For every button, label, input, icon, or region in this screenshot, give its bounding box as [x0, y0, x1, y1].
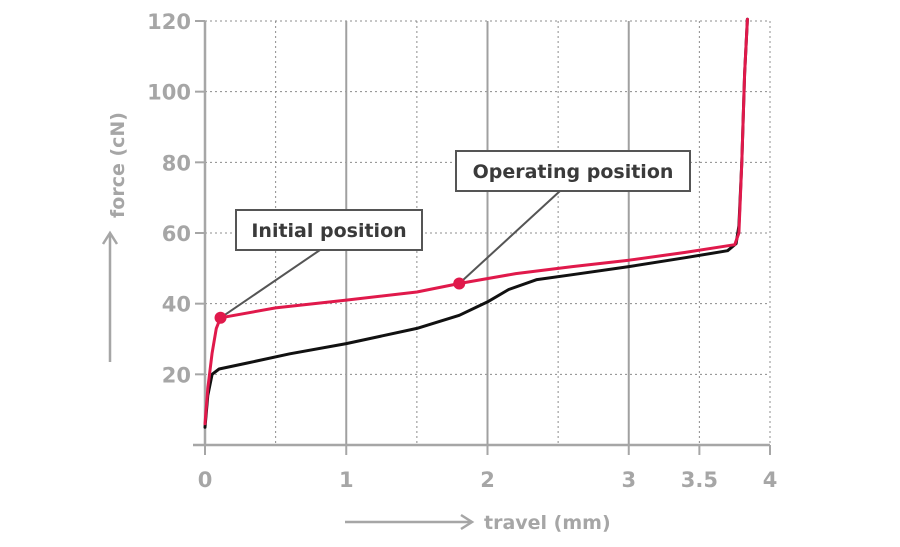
y-axis-title: force (cN) — [107, 112, 129, 218]
series-group — [203, 17, 749, 429]
x-tick-label: 3.5 — [681, 468, 718, 492]
callout-box — [235, 209, 423, 251]
y-tick-label: 60 — [162, 222, 191, 246]
x-tick-label: 4 — [763, 468, 778, 492]
axes: 20 40 60 80 100 120 0 1 2 3 3.5 4 — [147, 10, 777, 492]
y-tick-label: 80 — [162, 151, 191, 175]
y-tick-label: 100 — [147, 81, 191, 105]
y-tick-label: 120 — [147, 10, 191, 34]
callout-leader-line — [219, 249, 321, 319]
callout-label: Initial position — [251, 220, 406, 242]
x-tick-label: 1 — [339, 468, 354, 492]
x-axis-title: travel (mm) — [484, 512, 611, 534]
y-axis-title-group: force (cN) — [107, 112, 129, 218]
series-line — [203, 17, 749, 426]
x-tick-label: 0 — [198, 468, 213, 492]
callout-leader-line — [458, 190, 561, 285]
annotations: Initial position Operating position — [214, 150, 691, 324]
x-tick-label: 3 — [621, 468, 636, 492]
x-tick-label: 2 — [480, 468, 495, 492]
callout-label: Operating position — [473, 161, 674, 183]
annotation-point — [214, 311, 227, 324]
y-tick-label: 40 — [162, 293, 191, 317]
y-tick-label: 20 — [162, 363, 191, 387]
callout-box — [455, 150, 691, 192]
y-axis-arrow-icon — [101, 230, 119, 362]
x-axis-arrow-icon — [345, 513, 475, 531]
annotation-point — [453, 277, 466, 290]
